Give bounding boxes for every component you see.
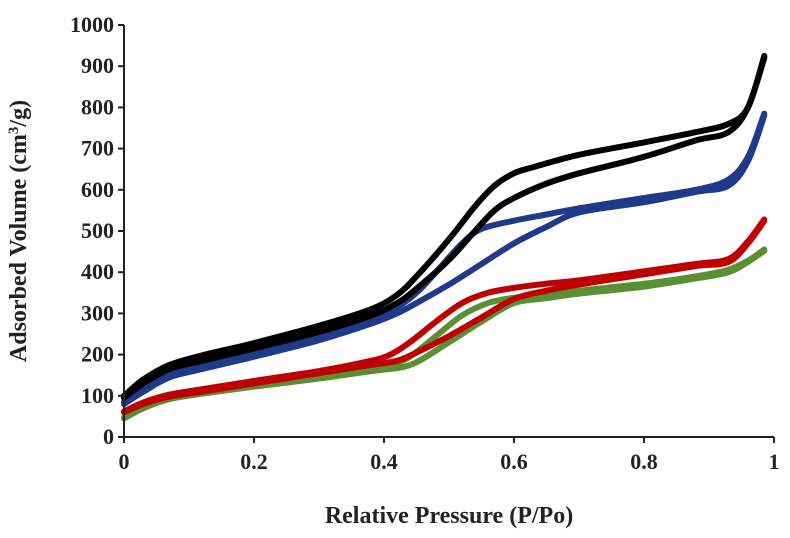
y-axis-ticks: 0 100 200 300 400 500 600 700 800 900 1000 [70,12,124,449]
desorption-branch-line [121,52,768,399]
adsorption-branch-line [121,247,768,422]
y-axis-title: Adsorbed Volume (cm3/g) [6,100,32,362]
y-axis-title-suffix: /g) [6,100,32,128]
x-tick-label: 0.4 [370,449,398,474]
y-tick-label: 300 [81,300,114,325]
x-axis-title: Relative Pressure (P/Po) [325,503,573,529]
y-tick-label: 900 [81,53,114,78]
x-tick-label: 1 [769,449,780,474]
x-tick-label: 0.2 [240,449,268,474]
y-tick-label: 0 [103,424,114,449]
y-axis-title-superscript: 3 [6,127,22,135]
x-tick-label: 0.8 [630,449,658,474]
y-tick-label: 800 [81,94,114,119]
isotherm-series-2 [121,110,768,407]
x-axis-ticks: 0 0.2 0.4 0.6 0.8 1 [119,437,780,474]
y-tick-label: 100 [81,383,114,408]
y-tick-label: 200 [81,342,114,367]
adsorption-branch-line [121,55,768,401]
desorption-branch-line [121,216,768,415]
series-layer [121,52,768,422]
y-tick-label: 600 [81,177,114,202]
isotherm-series-1 [121,52,768,401]
y-tick-label: 700 [81,136,114,161]
isotherm-series-4 [121,246,768,422]
x-tick-label: 0.6 [500,449,528,474]
desorption-branch-line [121,246,768,421]
y-tick-label: 1000 [70,12,114,37]
y-tick-label: 500 [81,218,114,243]
isotherm-series-3 [121,216,768,416]
x-tick-label: 0 [119,449,130,474]
y-axis-title-main: Adsorbed Volume (cm [6,134,32,362]
y-tick-label: 400 [81,259,114,284]
